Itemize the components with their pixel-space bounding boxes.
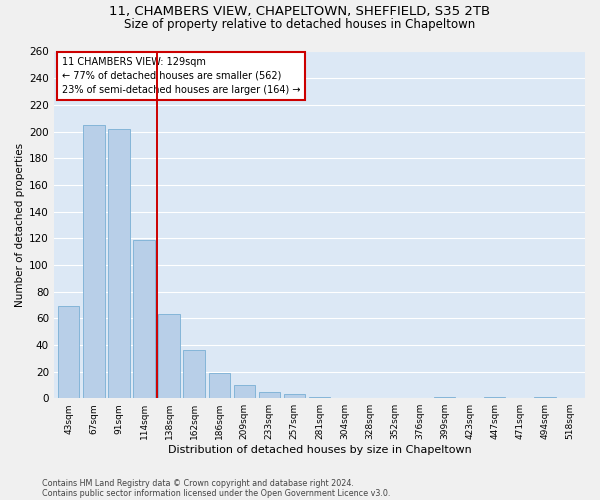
Bar xyxy=(434,397,455,398)
Bar xyxy=(233,385,255,398)
Bar xyxy=(158,314,179,398)
Bar xyxy=(108,129,130,398)
Bar xyxy=(534,397,556,398)
Text: Size of property relative to detached houses in Chapeltown: Size of property relative to detached ho… xyxy=(124,18,476,31)
Bar xyxy=(484,397,505,398)
Bar xyxy=(83,125,104,398)
Y-axis label: Number of detached properties: Number of detached properties xyxy=(15,143,25,307)
Bar xyxy=(284,394,305,398)
Text: 11 CHAMBERS VIEW: 129sqm
← 77% of detached houses are smaller (562)
23% of semi-: 11 CHAMBERS VIEW: 129sqm ← 77% of detach… xyxy=(62,56,300,94)
X-axis label: Distribution of detached houses by size in Chapeltown: Distribution of detached houses by size … xyxy=(167,445,471,455)
Text: 11, CHAMBERS VIEW, CHAPELTOWN, SHEFFIELD, S35 2TB: 11, CHAMBERS VIEW, CHAPELTOWN, SHEFFIELD… xyxy=(109,5,491,18)
Bar xyxy=(209,373,230,398)
Bar xyxy=(133,240,155,398)
Bar xyxy=(184,350,205,398)
Bar xyxy=(259,392,280,398)
Bar xyxy=(309,397,330,398)
Bar xyxy=(58,306,79,398)
Text: Contains HM Land Registry data © Crown copyright and database right 2024.
Contai: Contains HM Land Registry data © Crown c… xyxy=(42,479,391,498)
